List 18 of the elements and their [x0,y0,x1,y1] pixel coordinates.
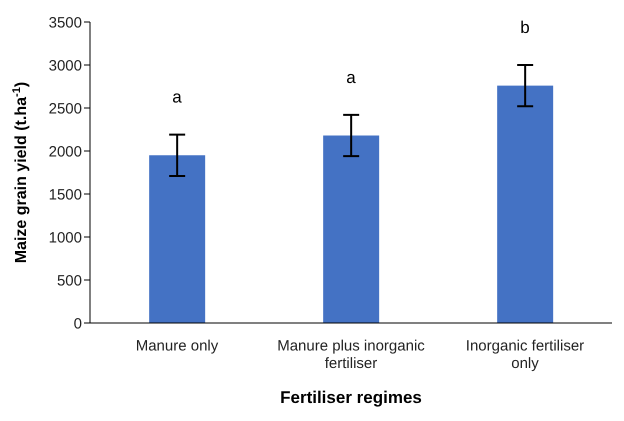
y-tick-label: 3500 [48,14,82,32]
y-tick-label: 0 [74,315,82,332]
annotation: a [346,68,356,87]
y-tick-label: 3000 [48,57,82,74]
annotation: a [172,88,182,107]
y-tick-label: 1500 [48,186,82,204]
bar [497,86,554,323]
y-tick-label: 2500 [48,100,82,118]
bar [149,155,206,323]
x-tick-label: Inorganic fertiliser only [466,338,584,372]
x-tick-label: Manure plus inorganic fertiliser [277,338,426,372]
x-axis-title: Fertiliser regimes [280,388,422,407]
y-tick-label: 1000 [48,229,82,246]
annotation: b [520,18,530,37]
x-tick-label: Manure only [136,338,219,354]
y-tick-label: 2000 [48,143,82,160]
bar [323,136,380,323]
y-tick-label: 500 [56,272,82,290]
